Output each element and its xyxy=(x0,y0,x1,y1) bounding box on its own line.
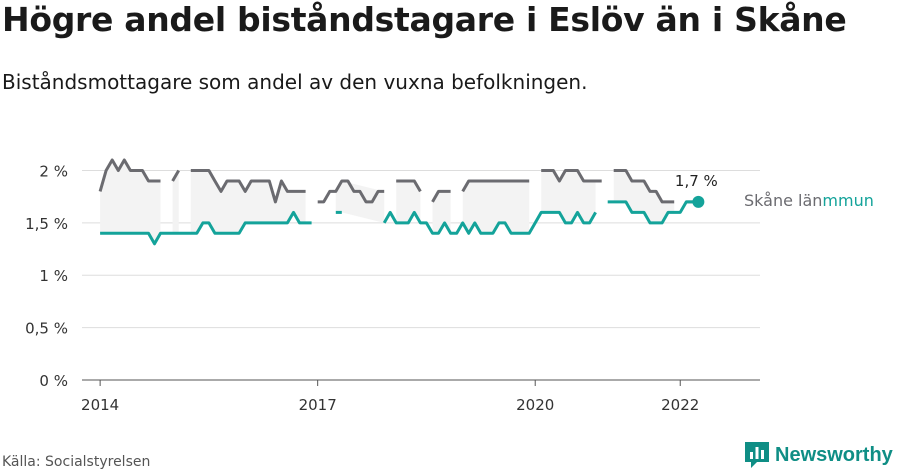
x-tick-label: 2020 xyxy=(516,396,554,414)
source-note: Källa: Socialstyrelsen xyxy=(2,454,151,470)
y-tick-label: 1 % xyxy=(39,267,68,285)
series-line-eslov-kommun xyxy=(382,210,597,235)
series-line-skane-lan xyxy=(396,179,422,193)
chart-title: Högre andel biståndstagare i Eslöv än i … xyxy=(2,0,847,39)
difference-band xyxy=(172,170,179,234)
x-tick-label: 2014 xyxy=(81,396,119,414)
brand-name: Newsworthy xyxy=(775,443,893,466)
y-tick-label: 2 % xyxy=(39,162,68,180)
brand-logo: Newsworthy xyxy=(744,441,893,469)
y-tick-label: 1,5 % xyxy=(25,215,68,233)
series-line-skane-lan xyxy=(317,179,385,204)
difference-band xyxy=(462,181,530,234)
series-line-skane-lan xyxy=(190,169,306,204)
difference-band xyxy=(190,170,306,234)
series-line-skane-lan xyxy=(541,169,602,183)
x-tick-label: 2017 xyxy=(299,396,337,414)
y-tick-label: 0 % xyxy=(39,372,68,390)
difference-band xyxy=(541,170,596,223)
difference-band xyxy=(613,170,675,223)
series-label-eslov-kommun: mmun xyxy=(822,191,873,210)
series-line-eslov-kommun xyxy=(607,200,699,225)
chart-subtitle: Biståndsmottagare som andel av den vuxna… xyxy=(2,70,588,94)
series-end-marker xyxy=(692,195,705,208)
series-line-skane-lan xyxy=(171,169,180,182)
line-chart: 0 % 0,5 % 1 % 1,5 % 2 % 2014 2017 2020 2022 1,7 %… xyxy=(25,158,874,414)
value-annotation: 1,7 % xyxy=(675,172,718,190)
newsworthy-logo-icon xyxy=(745,442,769,468)
series-line-skane-lan xyxy=(613,169,675,204)
series-label-skane-lan: Skåne län xyxy=(744,191,822,210)
y-tick-label: 0,5 % xyxy=(25,320,68,338)
difference-band xyxy=(335,181,385,223)
series-line-skane-lan xyxy=(431,189,451,203)
series-line-skane-lan xyxy=(98,158,161,192)
x-tick-label: 2022 xyxy=(661,396,699,414)
difference-band xyxy=(100,160,161,244)
series-line-eslov-kommun xyxy=(100,210,312,246)
series-line-skane-lan xyxy=(461,179,530,193)
